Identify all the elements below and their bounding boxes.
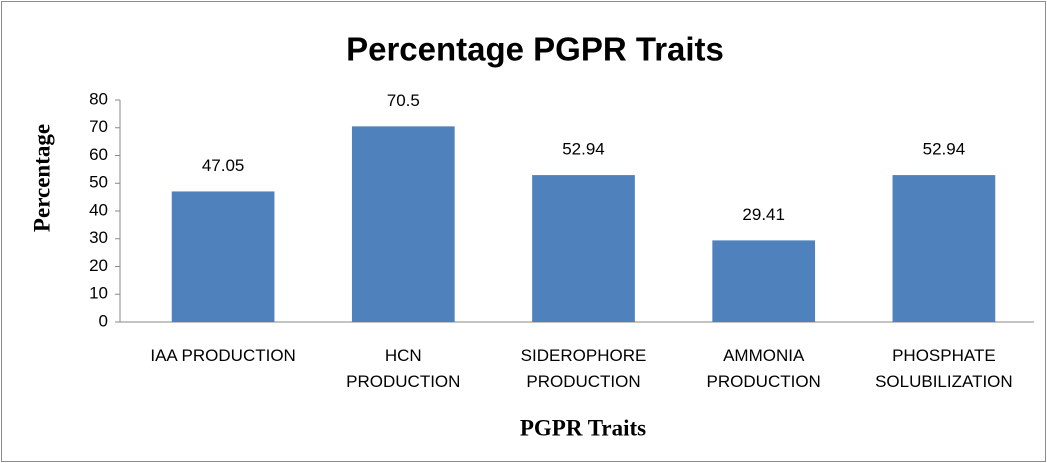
x-tick-label: SIDEROPHORE PRODUCTION xyxy=(520,346,647,391)
x-tick-label: AMMONIA PRODUCTION xyxy=(706,346,821,391)
bar xyxy=(892,175,996,322)
x-axis-label: PGPR Traits xyxy=(520,415,646,440)
x-tick-label: IAA PRODUCTION xyxy=(150,346,296,365)
y-tick-label: 10 xyxy=(89,284,108,303)
y-axis-label: Percentage xyxy=(29,124,54,232)
data-label: 52.94 xyxy=(923,140,966,159)
y-tick-label: 20 xyxy=(89,256,108,275)
y-tick-label: 30 xyxy=(89,228,108,247)
y-tick-label: 50 xyxy=(89,173,108,192)
x-tick-label: PHOSPHATE SOLUBILIZATION xyxy=(875,346,1013,391)
bar xyxy=(171,191,275,322)
data-label: 52.94 xyxy=(562,140,605,159)
data-label: 47.05 xyxy=(202,156,245,175)
y-tick-label: 40 xyxy=(89,200,108,219)
bar xyxy=(532,175,635,322)
data-label: 70.5 xyxy=(387,91,420,110)
chart-title: Percentage PGPR Traits xyxy=(346,31,724,68)
bar xyxy=(351,126,455,322)
bar xyxy=(712,240,816,322)
y-tick-label: 0 xyxy=(99,311,108,330)
x-tick-label: HCN PRODUCTION xyxy=(346,346,461,391)
y-tick-label: 60 xyxy=(89,145,108,164)
data-label: 29.41 xyxy=(742,205,785,224)
y-tick-label: 70 xyxy=(89,117,108,136)
y-tick-label: 80 xyxy=(89,89,108,108)
